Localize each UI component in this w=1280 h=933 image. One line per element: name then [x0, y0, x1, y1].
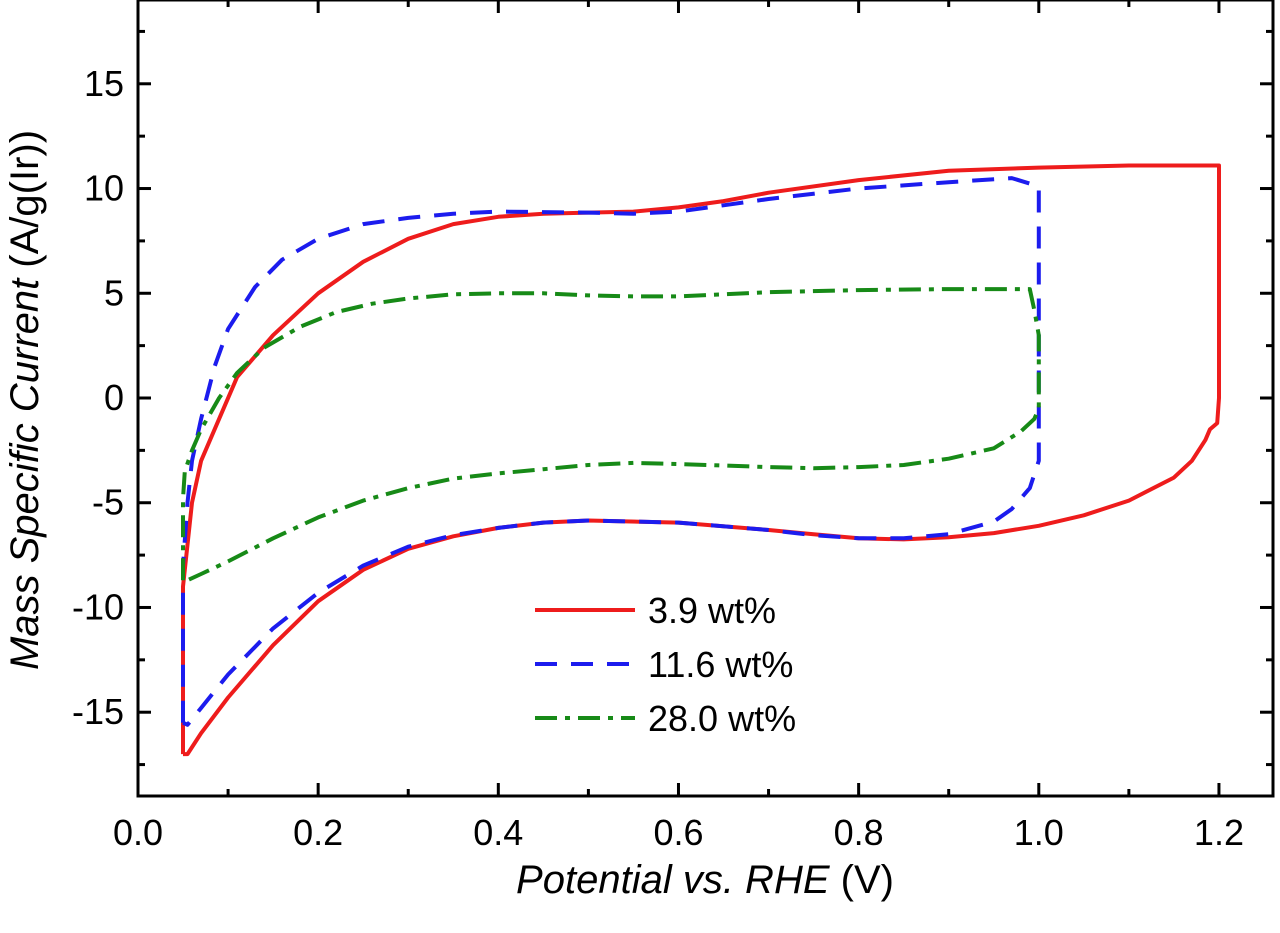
- y-axis-title-italic: Mass Specific Current: [3, 277, 47, 670]
- y-tick-label-10: 10: [84, 168, 124, 209]
- y-tick-label-10: -10: [72, 586, 124, 627]
- legend-label-28-0: 28.0 wt%: [648, 698, 796, 739]
- y-tick-label-0: 0: [104, 377, 124, 418]
- x-axis-title-italic: Potential vs. RHE: [516, 858, 831, 902]
- y-axis-title-unit: (A/g(Ir)): [3, 130, 47, 279]
- y-tick-label-5: -5: [92, 482, 124, 523]
- series-line-11-6-wt: [181, 176, 1041, 727]
- plot-frame: [136, 0, 1275, 798]
- legend-label-3-9: 3.9 wt%: [648, 590, 776, 631]
- x-tick-label-1-0: 1.0: [1014, 812, 1064, 853]
- tick-labels-layer: 0.0 0.2 0.4 0.6 0.8 1.0 1.2 -15 -10 -5 0 5 10 15: [72, 63, 1244, 853]
- y-tick-label-15: 15: [84, 63, 124, 104]
- x-axis-title: Potential vs. RHE (V): [516, 858, 894, 902]
- x-tick-label-0-0: 0.0: [113, 812, 163, 853]
- x-tick-label-0-6: 0.6: [653, 812, 703, 853]
- series-layer: [181, 163, 1221, 757]
- legend: 3.9 wt% 11.6 wt% 28.0 wt%: [535, 590, 796, 739]
- x-axis-title-unit: (V): [830, 858, 894, 902]
- x-tick-label-1-2: 1.2: [1194, 812, 1244, 853]
- ticks-layer: [136, 0, 1273, 796]
- x-tick-label-0-8: 0.8: [834, 812, 884, 853]
- y-axis-title: Mass Specific Current (A/g(Ir)): [3, 130, 47, 670]
- y-tick-label-5: 5: [104, 272, 124, 313]
- y-tick-label-15: -15: [72, 691, 124, 732]
- x-tick-label-0-4: 0.4: [473, 812, 523, 853]
- series-line-28-0-wt: [181, 287, 1041, 583]
- legend-label-11-6: 11.6 wt%: [648, 644, 793, 685]
- x-tick-label-0-2: 0.2: [293, 812, 343, 853]
